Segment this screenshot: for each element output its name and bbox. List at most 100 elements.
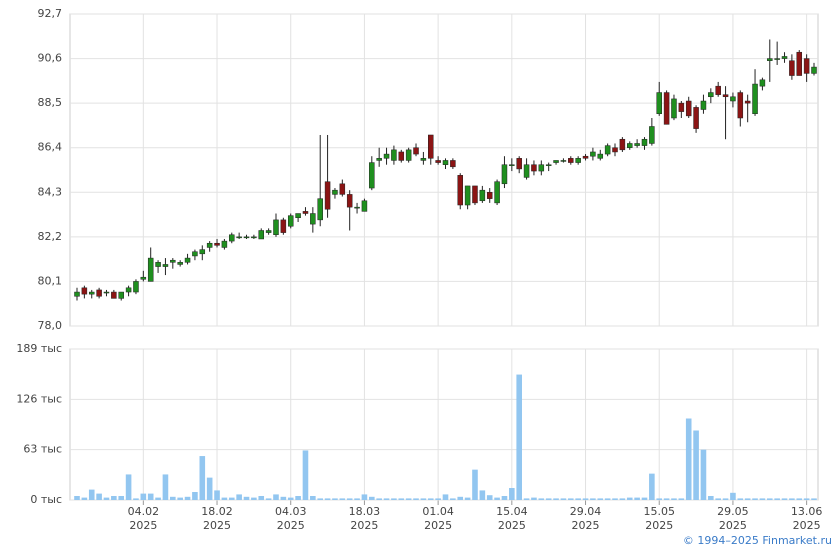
- candle-body: [553, 160, 559, 163]
- x-tick-label: 13.06 2025: [791, 505, 823, 532]
- volume-bar: [744, 498, 751, 500]
- x-tick-label: 15.05 2025: [643, 505, 675, 532]
- candle-body: [604, 145, 611, 155]
- volume-bar: [560, 498, 567, 500]
- volume-bar: [405, 498, 412, 500]
- candle-body: [781, 56, 788, 59]
- volume-bar: [575, 498, 581, 500]
- candle-body: [494, 181, 500, 204]
- volume-bar: [641, 497, 648, 500]
- copyright-link[interactable]: © 1994–2025 Finmarket.ru: [682, 534, 832, 547]
- volume-bar: [317, 498, 324, 500]
- volume-bar: [310, 496, 316, 500]
- volume-bar: [634, 497, 640, 500]
- volume-bar: [383, 498, 390, 500]
- candle-body: [376, 158, 382, 161]
- x-tick-label: 04.02 2025: [128, 505, 160, 532]
- y-tick-label: 90,6: [38, 52, 63, 65]
- volume-bar: [708, 496, 714, 500]
- candle-body: [722, 94, 729, 98]
- candle-body: [317, 198, 323, 221]
- x-tick-label-line: 18.02: [201, 505, 233, 518]
- volume-bar: [214, 490, 220, 500]
- candle-body: [715, 85, 721, 95]
- volume-bar: [332, 498, 338, 500]
- candle-body: [214, 242, 220, 246]
- x-tick-label-line: 04.02: [128, 505, 160, 518]
- volume-bar: [597, 498, 604, 500]
- x-tick-label-line: 29.05: [717, 505, 749, 518]
- y-tick-label: 88,5: [38, 96, 63, 109]
- volume-bar: [302, 450, 309, 500]
- y-tick-label: 82,2: [38, 230, 63, 243]
- volume-bar: [265, 498, 272, 500]
- candle-body: [671, 98, 677, 119]
- volume-bar: [398, 498, 405, 500]
- volume-bar: [671, 498, 677, 500]
- candle-body: [391, 149, 397, 161]
- candle-body: [192, 251, 198, 257]
- candle-body: [103, 291, 110, 294]
- volume-bar: [192, 492, 198, 500]
- candle-body: [420, 158, 427, 161]
- volume-bar: [346, 498, 353, 500]
- candle-body: [199, 249, 206, 255]
- candle-body: [369, 162, 375, 189]
- candle-body: [627, 143, 633, 148]
- volume-bar: [619, 498, 626, 500]
- volume-bar: [251, 497, 257, 500]
- volume-bar: [258, 496, 265, 500]
- volume-bar: [369, 496, 375, 500]
- candle-body: [265, 230, 272, 233]
- candle-body: [221, 240, 228, 248]
- candle-body: [479, 189, 486, 202]
- candle-body: [774, 58, 780, 60]
- candle-body: [302, 211, 309, 214]
- candle-body: [310, 213, 316, 225]
- volume-bar: [678, 498, 685, 500]
- candle-body: [744, 100, 751, 104]
- candle-body: [796, 51, 803, 76]
- x-tick-label-line: 2025: [203, 519, 231, 532]
- candle-body: [332, 189, 338, 195]
- volume-bar: [155, 497, 161, 500]
- x-tick-label-line: 2025: [793, 519, 821, 532]
- volume-bar: [464, 497, 471, 500]
- candle-body: [236, 236, 242, 239]
- candle-body: [752, 83, 758, 115]
- volume-bar: [479, 490, 486, 500]
- candle-body: [803, 58, 810, 74]
- candle-body: [184, 257, 191, 263]
- candle-body: [450, 160, 456, 168]
- volume-bar: [391, 498, 397, 500]
- candle-body: [229, 234, 235, 242]
- volume-bar: [523, 498, 530, 500]
- volume-bar: [685, 418, 692, 500]
- volume-bar: [752, 498, 758, 500]
- volume-bar: [759, 498, 766, 500]
- candle-body: [538, 164, 545, 172]
- volume-bar: [199, 456, 206, 500]
- candle-body: [339, 183, 346, 195]
- candle-body: [147, 257, 154, 282]
- volume-bar: [722, 498, 729, 500]
- candle-body: [560, 160, 567, 162]
- volume-bar: [700, 449, 707, 500]
- x-tick-label-line: 2025: [424, 519, 452, 532]
- volume-bar: [96, 493, 102, 500]
- volume-bar: [228, 497, 235, 500]
- volume-bar: [221, 497, 228, 500]
- y-tick-label: 189 тыс: [16, 342, 62, 355]
- candle-body: [656, 92, 662, 115]
- volume-bar: [206, 477, 213, 500]
- candle-body: [361, 200, 368, 212]
- volume-bar: [796, 498, 803, 500]
- volume-bar: [567, 498, 574, 500]
- candle-body: [295, 213, 301, 219]
- y-tick-label: 78,0: [38, 319, 63, 332]
- volume-bar: [509, 488, 515, 500]
- volume-bar: [472, 469, 478, 500]
- volume-bar: [516, 374, 522, 500]
- volume-bar: [324, 498, 331, 500]
